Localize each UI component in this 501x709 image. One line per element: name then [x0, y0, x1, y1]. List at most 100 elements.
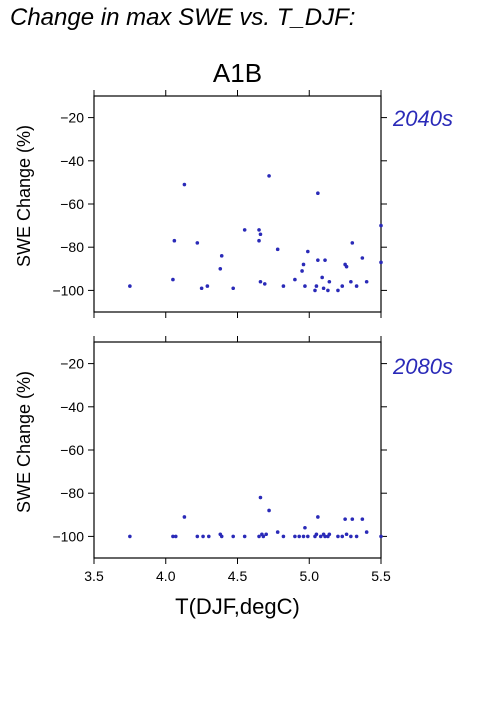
- y-tick-label: −60: [60, 442, 84, 458]
- data-point: [340, 534, 345, 539]
- y-tick-label: −100: [52, 528, 84, 544]
- data-point: [314, 284, 319, 288]
- x-axis-label: T(DJF,degC): [175, 594, 300, 619]
- data-point: [360, 517, 365, 521]
- y-axis-label: SWE Change (%): [14, 371, 34, 513]
- data-point: [258, 495, 263, 500]
- y-tick-label: −20: [60, 110, 84, 126]
- data-point: [218, 267, 223, 271]
- data-point: [171, 534, 175, 539]
- data-point: [354, 534, 359, 539]
- data-point: [182, 182, 187, 187]
- data-point: [316, 515, 320, 519]
- data-point: [195, 534, 200, 539]
- data-point: [264, 532, 269, 537]
- data-point: [301, 534, 306, 539]
- panel-label-2080s: 2080s: [393, 354, 453, 379]
- plot-frame: [93, 95, 382, 313]
- x-tick-label: 4.0: [156, 568, 176, 584]
- data-point: [300, 269, 304, 273]
- data-point: [172, 238, 177, 243]
- data-point: [258, 232, 263, 237]
- data-point: [281, 534, 286, 539]
- data-point: [231, 286, 235, 291]
- data-point: [318, 534, 323, 539]
- data-point: [316, 191, 320, 195]
- panel-label-2040s: 2040s: [393, 106, 453, 131]
- data-point: [262, 282, 267, 286]
- data-point: [128, 534, 132, 539]
- x-tick-label: 5.5: [371, 568, 391, 584]
- data-point: [219, 534, 224, 539]
- data-point: [306, 249, 310, 254]
- y-tick-label: −60: [60, 196, 84, 212]
- y-tick-label: −100: [52, 282, 84, 298]
- data-point: [349, 279, 353, 284]
- data-point: [275, 530, 280, 534]
- data-point: [350, 517, 355, 521]
- data-point: [199, 286, 204, 291]
- data-point: [242, 534, 247, 539]
- data-point: [323, 258, 327, 262]
- data-point: [344, 532, 349, 537]
- data-point: [316, 258, 320, 262]
- y-axis-label: SWE Change (%): [14, 125, 34, 267]
- y-tick-label: −80: [60, 485, 84, 501]
- data-point: [257, 534, 261, 539]
- data-point: [267, 174, 271, 178]
- y-tick-label: −80: [60, 239, 84, 255]
- data-point: [257, 238, 261, 243]
- data-point: [261, 534, 266, 539]
- data-point: [231, 534, 235, 539]
- data-point: [327, 532, 332, 537]
- panel-2080s: 3.5 4.0 4.5 5.0 5.5 −20 −40 −60 −80 −100 SWE Chang…: [14, 336, 391, 584]
- data-point: [171, 277, 175, 282]
- panel-2040s: −20 −40 −60 −80 −100 SWE Change (%): [14, 90, 387, 318]
- data-point: [321, 286, 326, 291]
- data-point: [182, 515, 187, 519]
- y-tick-label: −40: [60, 399, 84, 415]
- x-tick-label: 3.5: [84, 568, 104, 584]
- data-point: [336, 288, 340, 293]
- data-point: [314, 532, 319, 537]
- data-point: [293, 534, 297, 539]
- x-tick-label: 5.0: [300, 568, 320, 584]
- data-point: [344, 264, 349, 269]
- data-point: [350, 241, 355, 245]
- y-tick-label: −40: [60, 153, 84, 169]
- data-point: [323, 534, 327, 539]
- plot-frame: [93, 341, 382, 559]
- x-tick-label: 4.5: [228, 568, 248, 584]
- data-point: [242, 228, 247, 232]
- data-point: [201, 534, 205, 539]
- data-point: [267, 508, 271, 513]
- data-point: [128, 284, 132, 288]
- data-point: [219, 254, 224, 258]
- data-point: [336, 534, 340, 539]
- data-point: [258, 279, 263, 284]
- data-point: [303, 284, 307, 288]
- data-point: [195, 241, 200, 245]
- data-point: [364, 279, 369, 284]
- scenario-label: A1B: [212, 58, 263, 88]
- main-title: Change in max SWE vs. T_DJF:: [10, 4, 356, 31]
- data-point: [293, 277, 297, 282]
- data-point: [349, 534, 353, 539]
- data-point: [320, 275, 324, 280]
- data-point: [306, 534, 310, 539]
- data-point: [379, 534, 383, 539]
- data-point: [340, 284, 345, 288]
- y-tick-label: −20: [60, 356, 84, 372]
- data-point: [207, 534, 211, 539]
- data-point: [313, 288, 317, 293]
- data-point: [354, 284, 359, 288]
- data-point: [379, 223, 383, 228]
- data-point: [173, 534, 178, 539]
- data-point: [326, 288, 330, 293]
- data-point: [205, 284, 210, 288]
- data-point: [257, 228, 261, 232]
- data-point: [281, 284, 286, 288]
- data-point: [303, 525, 307, 530]
- data-point: [275, 247, 280, 252]
